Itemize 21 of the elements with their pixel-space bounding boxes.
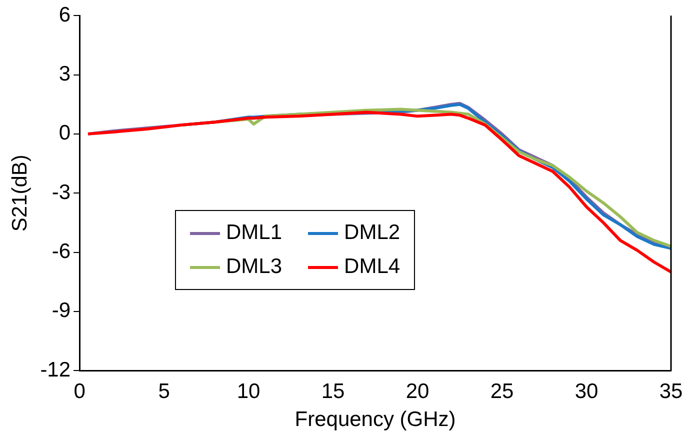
legend-label: DML1 [226,221,282,245]
y-axis-title: S21(dB) [8,154,32,232]
y-tick-label: 3 [58,62,71,86]
x-tick-label: 10 [236,380,260,403]
y-tick-label: -12 [40,358,71,382]
x-tick-label: 30 [574,380,598,403]
y-tick-label: -9 [52,299,71,322]
legend-label: DML4 [344,255,400,279]
y-tick-label: -6 [52,240,71,264]
y-tick-label: 0 [58,122,71,145]
y-tick-label: 6 [58,3,71,26]
x-tick-label: 35 [659,380,683,403]
x-tick-label: 20 [406,380,430,403]
x-axis-title: Frequency (GHz) [294,408,456,432]
legend-label: DML3 [226,255,282,279]
legend-label: DML2 [344,221,400,245]
y-tick-label: -3 [52,180,71,204]
x-tick-label: 5 [158,380,170,403]
x-tick-label: 25 [490,380,514,403]
x-tick-label: 0 [74,380,86,403]
x-tick-label: 15 [321,380,345,403]
